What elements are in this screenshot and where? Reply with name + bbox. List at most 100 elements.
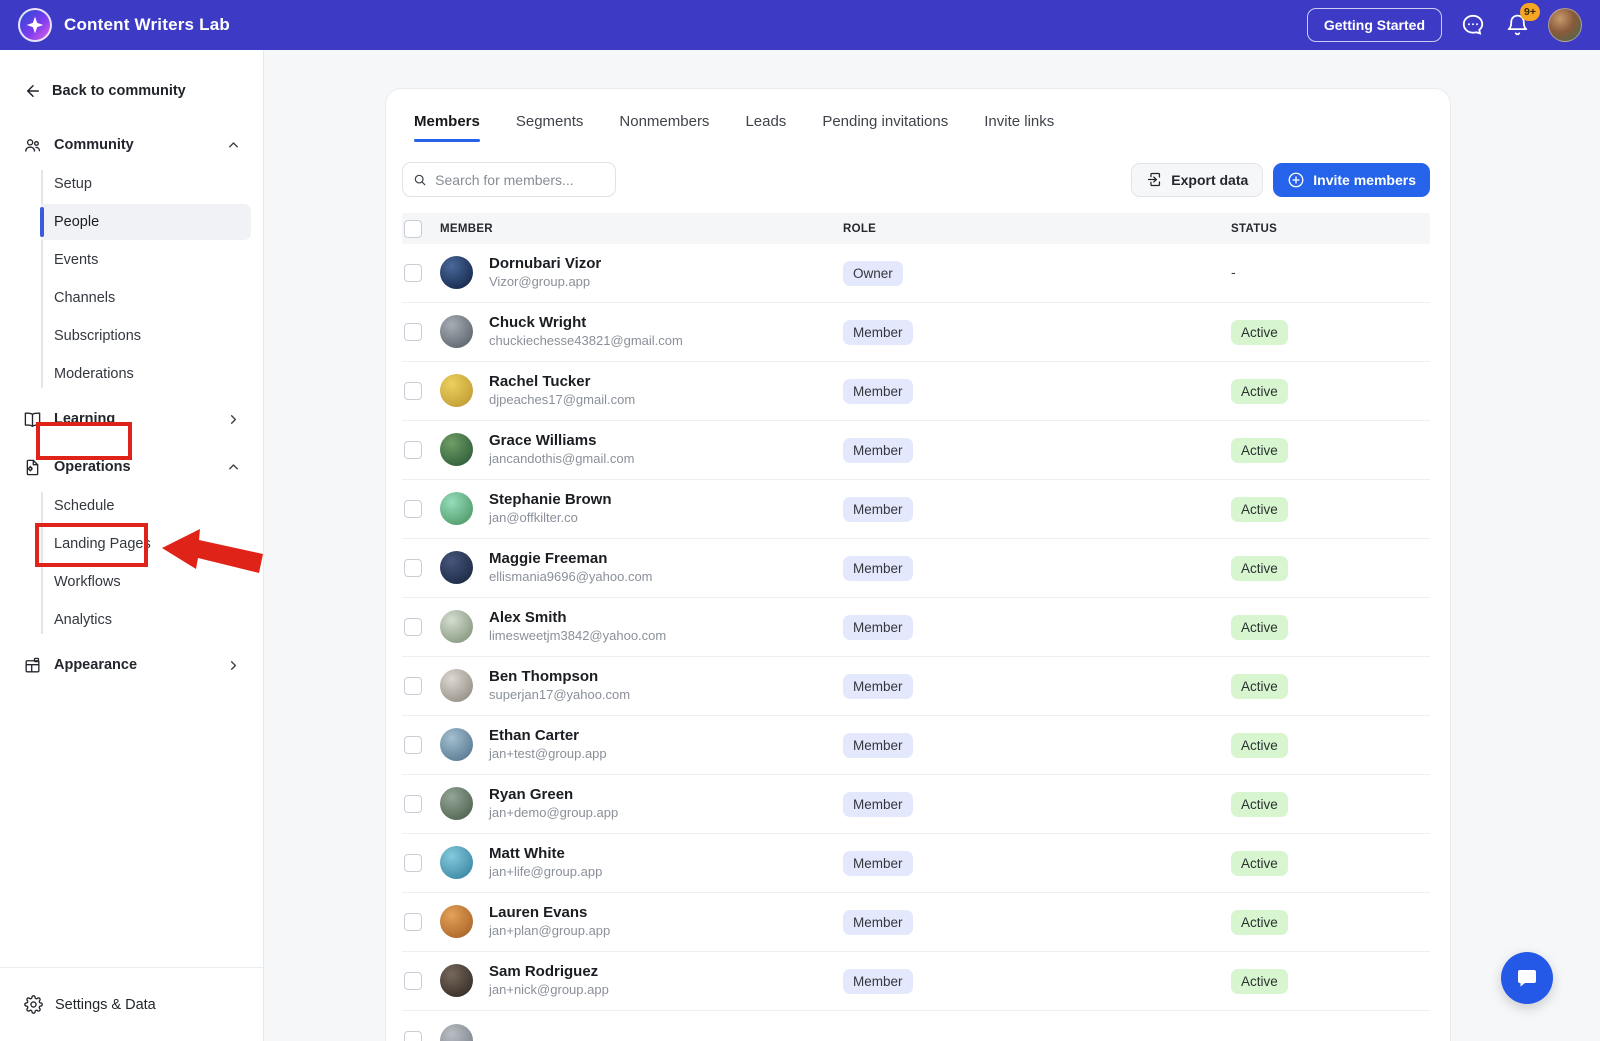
member-avatar: [440, 492, 473, 526]
member-avatar: [440, 315, 473, 349]
row-checkbox[interactable]: [404, 1031, 422, 1041]
status-badge: Active: [1231, 968, 1288, 994]
status-badge: Active: [1231, 319, 1288, 345]
sidebar-item-setup[interactable]: Setup: [54, 176, 92, 192]
row-checkbox[interactable]: [404, 618, 422, 636]
row-checkbox[interactable]: [404, 441, 422, 459]
sidebar-section-operations[interactable]: Operations: [12, 448, 251, 486]
sidebar-item-moderations[interactable]: Moderations: [54, 366, 134, 382]
chevron-right-icon: [226, 658, 241, 673]
member-cell[interactable]: Stephanie Brown jan@offkilter.co: [440, 491, 843, 528]
chat-launcher-icon: [1518, 970, 1536, 987]
status-badge: Active: [1231, 791, 1288, 817]
sidebar-item-people[interactable]: People: [39, 204, 251, 240]
export-data-button[interactable]: Export data: [1131, 162, 1264, 197]
member-cell[interactable]: Chuck Wright chuckiechesse43821@gmail.co…: [440, 314, 843, 351]
table-row: Grace Williams jancandothis@gmail.com Me…: [402, 421, 1430, 480]
member-email: djpeaches17@gmail.com: [489, 392, 636, 408]
member-name: Ben Thompson: [489, 667, 599, 685]
row-checkbox[interactable]: [404, 323, 422, 341]
tab-segments[interactable]: Segments: [515, 113, 584, 130]
sidebar-item-landing-pages[interactable]: Landing Pages: [54, 536, 151, 552]
invite-members-button[interactable]: Invite members: [1273, 162, 1430, 197]
tab-leads[interactable]: Leads: [745, 113, 787, 130]
search-members-input[interactable]: [435, 171, 605, 188]
member-cell[interactable]: Maggie Freeman ellismania9696@yahoo.com: [440, 550, 843, 587]
role-badge: Member: [843, 555, 913, 581]
member-email: ellismania9696@yahoo.com: [489, 569, 653, 585]
sidebar-item-channels[interactable]: Channels: [54, 290, 116, 306]
row-checkbox[interactable]: [404, 972, 422, 990]
member-email: limesweetjm3842@yahoo.com: [489, 628, 667, 644]
table-row: Ryan Green jan+demo@group.app Member Act…: [402, 775, 1430, 834]
role-badge: Member: [843, 496, 913, 522]
back-to-community-link[interactable]: Back to community: [0, 50, 263, 126]
row-checkbox[interactable]: [404, 677, 422, 695]
topbar: Content Writers Lab Getting Started 9+: [0, 0, 1600, 50]
row-checkbox[interactable]: [404, 913, 422, 931]
notifications-button[interactable]: 9+: [1504, 3, 1540, 38]
member-name: Alex Smith: [489, 608, 567, 626]
sidebar-item-events[interactable]: Events: [54, 252, 99, 268]
member-cell[interactable]: Ethan Carter jan+test@group.app: [440, 727, 843, 764]
tab-pending-invitations[interactable]: Pending invitations: [822, 113, 949, 130]
row-checkbox[interactable]: [404, 795, 422, 813]
table-row-partial: [402, 1011, 1430, 1041]
sidebar-item-analytics[interactable]: Analytics: [54, 612, 113, 628]
member-cell[interactable]: Sam Rodriguez jan+nick@group.app: [440, 963, 843, 1000]
sidebar-section-learning[interactable]: Learning: [12, 400, 251, 438]
role-badge: Member: [843, 791, 913, 817]
row-checkbox[interactable]: [404, 854, 422, 872]
member-cell[interactable]: Ryan Green jan+demo@group.app: [440, 786, 843, 823]
column-header-member: MEMBER: [440, 222, 493, 235]
row-checkbox[interactable]: [404, 736, 422, 754]
role-badge: Member: [843, 319, 913, 345]
member-avatar: [440, 374, 473, 408]
status-badge: Active: [1231, 437, 1288, 463]
section-label: Operations: [54, 459, 131, 475]
tab-members[interactable]: Members: [414, 113, 480, 142]
row-checkbox[interactable]: [404, 500, 422, 518]
member-name: Sam Rodriguez: [489, 962, 599, 980]
member-cell[interactable]: Grace Williams jancandothis@gmail.com: [440, 432, 843, 469]
member-cell[interactable]: [440, 1023, 843, 1041]
sidebar-section-community[interactable]: Community: [12, 126, 251, 164]
member-cell[interactable]: Lauren Evans jan+plan@group.app: [440, 904, 843, 941]
messages-button[interactable]: [1460, 12, 1486, 38]
member-email: jan@offkilter.co: [489, 510, 578, 526]
sidebar-item-schedule[interactable]: Schedule: [54, 498, 115, 514]
search-icon: [414, 174, 426, 185]
role-badge: Member: [843, 732, 913, 758]
table-row: Stephanie Brown jan@offkilter.co Member …: [402, 480, 1430, 539]
sidebar-section-appearance[interactable]: Appearance: [12, 646, 251, 684]
row-checkbox[interactable]: [404, 382, 422, 400]
gear-icon: [24, 995, 43, 1014]
row-checkbox[interactable]: [404, 264, 422, 282]
member-name: Chuck Wright: [489, 313, 587, 331]
member-avatar: [440, 1023, 473, 1041]
sidebar-item-workflows[interactable]: Workflows: [54, 574, 121, 590]
member-name: Matt White: [489, 844, 565, 862]
tab-invite-links[interactable]: Invite links: [984, 113, 1055, 130]
getting-started-button[interactable]: Getting Started: [1306, 8, 1442, 42]
export-data-label: Export data: [1171, 171, 1249, 188]
tab-nonmembers[interactable]: Nonmembers: [619, 113, 710, 130]
member-cell[interactable]: Alex Smith limesweetjm3842@yahoo.com: [440, 609, 843, 646]
select-all-checkbox[interactable]: [404, 219, 422, 238]
user-avatar[interactable]: [1548, 8, 1582, 42]
member-avatar: [440, 256, 473, 290]
status-badge: Active: [1231, 555, 1288, 581]
member-cell[interactable]: Rachel Tucker djpeaches17@gmail.com: [440, 373, 843, 410]
member-email: jan+plan@group.app: [489, 923, 611, 939]
member-cell[interactable]: Dornubari Vizor Vizor@group.app: [440, 255, 843, 292]
community-logo-icon[interactable]: [18, 8, 52, 42]
settings-and-data-link[interactable]: Settings & Data: [0, 967, 263, 1041]
chat-launcher-button[interactable]: [1501, 952, 1553, 1004]
member-email: jan+nick@group.app: [489, 982, 609, 998]
search-members-box[interactable]: [402, 162, 616, 197]
role-badge: Owner: [843, 260, 903, 286]
row-checkbox[interactable]: [404, 559, 422, 577]
member-cell[interactable]: Matt White jan+life@group.app: [440, 845, 843, 882]
member-cell[interactable]: Ben Thompson superjan17@yahoo.com: [440, 668, 843, 705]
sidebar-item-subscriptions[interactable]: Subscriptions: [54, 328, 142, 344]
